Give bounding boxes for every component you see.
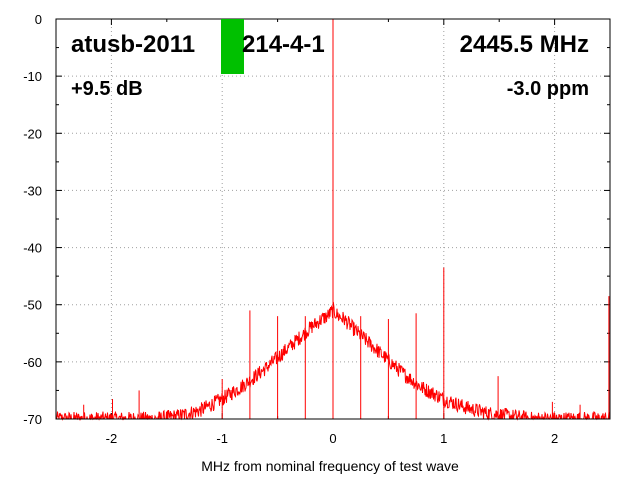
x-tick-label: 2 (551, 431, 558, 446)
y-tick-labels: 0 -10 -20 -30 -40 -50 -60 -70 (23, 12, 42, 427)
x-tick-label: -1 (216, 431, 228, 446)
device-suffix-label: 214-4-1 (242, 31, 325, 58)
ppm-label: -3.0 ppm (507, 78, 589, 100)
plot-frame (55, 18, 611, 420)
y-tick-label: -70 (23, 412, 42, 427)
status-marker (221, 19, 244, 74)
y-tick-label: -10 (23, 69, 42, 84)
data-layer (55, 19, 611, 421)
y-tick-label: -40 (23, 241, 42, 256)
y-tick-label: 0 (35, 12, 42, 27)
x-axis-label: MHz from nominal frequency of test wave (201, 458, 459, 474)
x-tick-label: -2 (106, 431, 118, 446)
y-tick-label: -20 (23, 126, 42, 141)
power-label: +9.5 dB (71, 78, 143, 100)
y-tick-label: -60 (23, 355, 42, 370)
y-tick-label: -30 (23, 183, 42, 198)
x-tick-label: 1 (440, 431, 447, 446)
y-tick-label: -50 (23, 298, 42, 313)
x-tick-labels: -2 -1 0 1 2 (106, 431, 559, 446)
device-id-label: atusb-2011 (71, 31, 195, 58)
x-tick-label: 0 (329, 431, 336, 446)
frequency-label: 2445.5 MHz (460, 31, 589, 58)
